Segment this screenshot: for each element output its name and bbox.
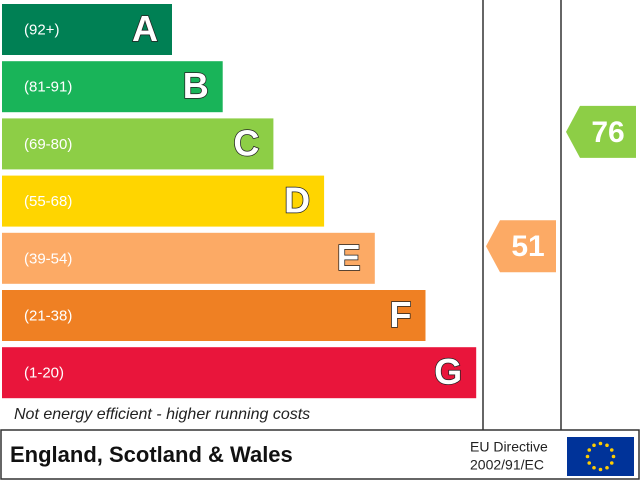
- band-range: (55-68): [24, 193, 72, 210]
- rating-value: 51: [511, 230, 544, 263]
- directive: 2002/91/EC: [470, 457, 544, 473]
- band-bar: [2, 347, 477, 399]
- eu-star: [605, 443, 609, 448]
- eu-star: [609, 448, 614, 452]
- eu-star: [611, 454, 616, 459]
- band-letter: A: [132, 8, 158, 49]
- band-letter: E: [337, 237, 361, 278]
- band-range: (1-20): [24, 365, 64, 382]
- band-range: (92+): [24, 21, 59, 38]
- band-bar: [2, 232, 375, 284]
- eu-star: [598, 441, 603, 446]
- band-letter: D: [284, 180, 310, 221]
- eu-star: [585, 454, 590, 459]
- rating-arrow: [566, 105, 636, 158]
- band-bar: [2, 4, 172, 55]
- band-bar: [2, 175, 325, 227]
- eu-star: [605, 465, 609, 470]
- band-range: (69-80): [24, 136, 72, 153]
- band-range: (21-38): [24, 307, 72, 324]
- band-letter: F: [390, 294, 412, 335]
- region: England, Scotland & Wales: [10, 442, 293, 467]
- band-range: (39-54): [24, 250, 72, 267]
- band-bar: [2, 118, 274, 170]
- eu-star: [598, 467, 603, 472]
- band-letter: C: [233, 122, 259, 163]
- band-range: (81-91): [24, 79, 72, 96]
- eu-star: [609, 461, 614, 465]
- band-letter: G: [434, 351, 462, 392]
- band-bar: [2, 61, 223, 113]
- directive: EU Directive: [470, 439, 548, 455]
- footer-box: [0, 429, 640, 480]
- eu-star: [587, 448, 592, 452]
- band-letter: B: [183, 65, 209, 106]
- footnote: Not energy efficient - higher running co…: [14, 406, 310, 423]
- eu-star: [587, 461, 592, 465]
- rating-arrow: [486, 220, 556, 273]
- eu-stars: [585, 441, 616, 472]
- band-bar: [2, 290, 426, 341]
- eu-star: [592, 443, 596, 448]
- eu-star: [592, 465, 596, 470]
- rating-value: 76: [591, 116, 624, 149]
